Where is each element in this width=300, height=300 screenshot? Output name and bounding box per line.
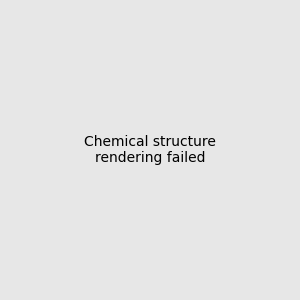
Text: Chemical structure
rendering failed: Chemical structure rendering failed bbox=[84, 135, 216, 165]
